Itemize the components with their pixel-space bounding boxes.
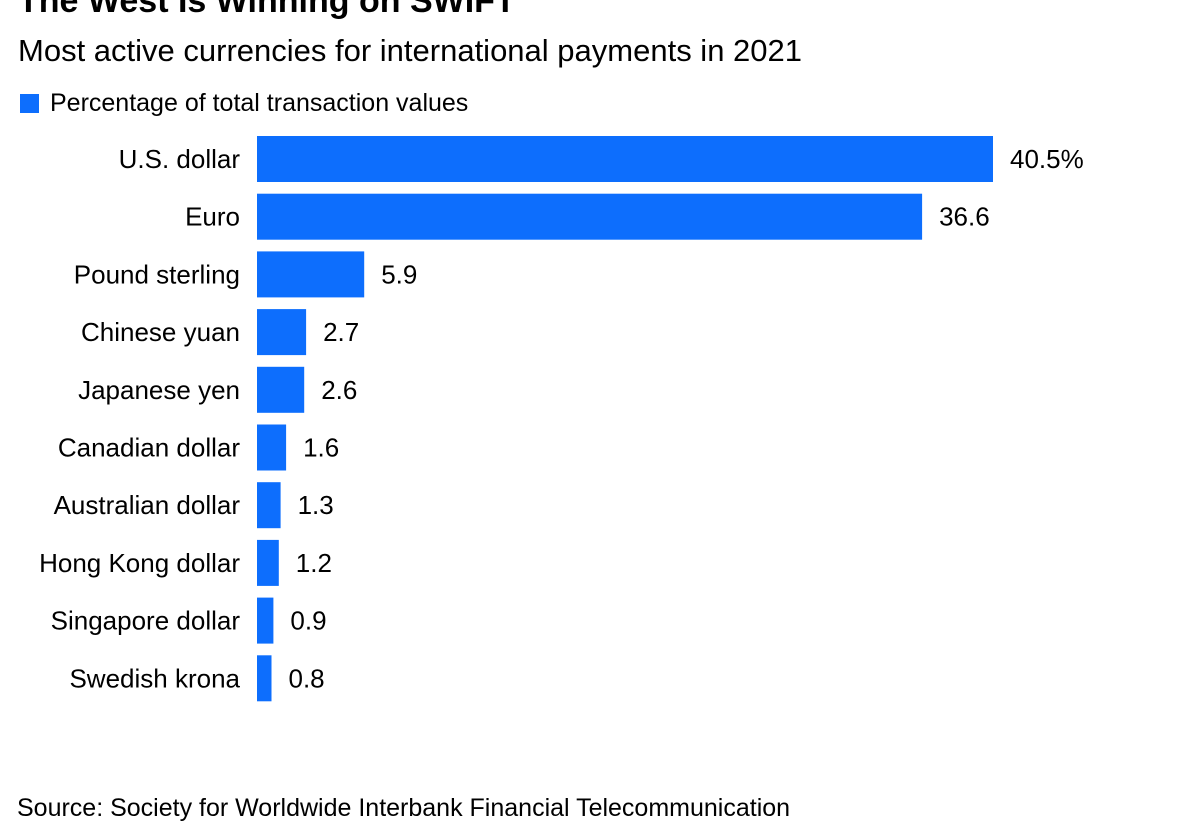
category-label: U.S. dollar bbox=[119, 144, 241, 174]
bar bbox=[257, 482, 281, 529]
value-label: 2.6 bbox=[321, 375, 357, 405]
category-label: Pound sterling bbox=[74, 259, 240, 289]
bar bbox=[257, 309, 307, 356]
category-label: Canadian dollar bbox=[58, 433, 240, 463]
category-label: Euro bbox=[185, 202, 240, 232]
bar bbox=[257, 424, 287, 471]
value-label: 40.5% bbox=[1010, 144, 1084, 174]
category-label: Hong Kong dollar bbox=[39, 548, 240, 578]
source-note: Source: Society for Worldwide Interbank … bbox=[17, 794, 791, 822]
bar-chart: U.S. dollar 40.5% Euro 36.6 Pound sterling 5.… bbox=[39, 136, 1084, 702]
value-label: 0.8 bbox=[289, 663, 325, 693]
bar bbox=[257, 366, 305, 413]
legend-swatch bbox=[20, 93, 39, 113]
category-label: Chinese yuan bbox=[81, 317, 240, 347]
value-label: 1.3 bbox=[298, 490, 334, 520]
value-label: 2.7 bbox=[323, 317, 359, 347]
bar bbox=[257, 193, 923, 240]
bar bbox=[257, 655, 272, 702]
chart-title: The West Is Winning on SWIFT bbox=[18, 0, 516, 20]
legend-label: Percentage of total transaction values bbox=[50, 89, 469, 117]
value-label: 36.6 bbox=[939, 202, 990, 232]
value-label: 5.9 bbox=[381, 259, 417, 289]
category-label: Japanese yen bbox=[78, 375, 240, 405]
value-label: 1.2 bbox=[296, 548, 332, 578]
bar bbox=[257, 136, 993, 182]
bar bbox=[257, 539, 279, 586]
category-label: Swedish krona bbox=[69, 663, 240, 693]
value-label: 1.6 bbox=[303, 433, 339, 463]
value-label: 0.9 bbox=[290, 606, 326, 636]
bar bbox=[257, 597, 274, 644]
bar bbox=[257, 251, 365, 298]
chart-subtitle: Most active currencies for international… bbox=[18, 33, 803, 68]
chart-legend: Percentage of total transaction values bbox=[20, 89, 468, 117]
category-label: Australian dollar bbox=[54, 490, 241, 520]
category-label: Singapore dollar bbox=[51, 606, 241, 636]
